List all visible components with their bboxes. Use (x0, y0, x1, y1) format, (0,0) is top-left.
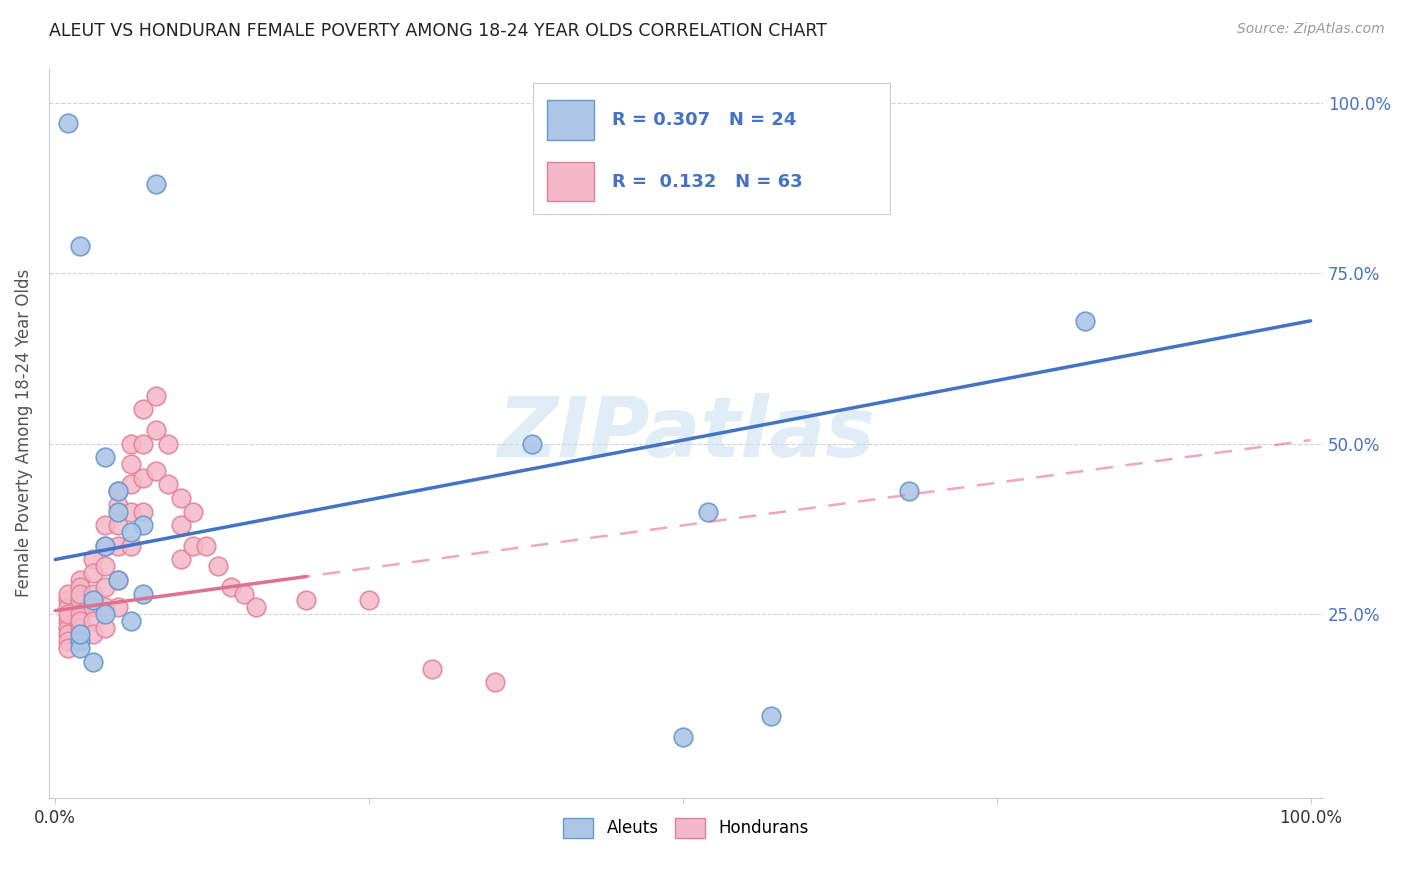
Point (132, 470, 155, 484)
Point (82, 593, 104, 607)
Text: ALEUT VS HONDURAN FEMALE POVERTY AMONG 18-24 YEAR OLDS CORRELATION CHART: ALEUT VS HONDURAN FEMALE POVERTY AMONG 1… (49, 22, 827, 40)
Point (145, 464, 167, 478)
Point (56, 641, 79, 656)
Point (94, 539, 117, 553)
Point (94, 621, 117, 635)
Point (170, 518, 193, 533)
Point (120, 436, 142, 450)
Point (132, 402, 155, 417)
Point (120, 525, 142, 540)
Point (132, 505, 155, 519)
Point (145, 389, 167, 403)
Point (82, 600, 104, 615)
Point (69, 593, 91, 607)
Point (359, 593, 381, 607)
Point (107, 484, 129, 499)
Point (170, 552, 193, 566)
Point (69, 580, 91, 594)
Point (56, 586, 79, 600)
Legend: Aleuts, Hondurans: Aleuts, Hondurans (557, 811, 815, 845)
Point (56, 627, 79, 641)
Point (120, 457, 142, 471)
Point (94, 559, 117, 574)
Point (82, 586, 104, 600)
Point (132, 518, 155, 533)
Point (132, 436, 155, 450)
Point (157, 477, 180, 491)
Point (245, 600, 267, 615)
Point (132, 586, 155, 600)
Point (759, 709, 782, 723)
Point (56, 607, 79, 621)
Point (94, 600, 117, 615)
Point (69, 641, 91, 656)
Point (183, 539, 205, 553)
Point (1073, 314, 1095, 328)
Point (94, 539, 117, 553)
Point (697, 505, 720, 519)
Point (107, 518, 129, 533)
Point (56, 600, 79, 615)
Point (94, 607, 117, 621)
Point (107, 573, 129, 587)
Point (69, 621, 91, 635)
Point (145, 178, 167, 192)
Point (69, 573, 91, 587)
Point (56, 621, 79, 635)
Point (82, 552, 104, 566)
Point (82, 627, 104, 641)
Point (194, 539, 217, 553)
Point (145, 423, 167, 437)
Y-axis label: Female Poverty Among 18-24 Year Olds: Female Poverty Among 18-24 Year Olds (15, 269, 32, 598)
Point (56, 634, 79, 648)
Point (107, 600, 129, 615)
Point (56, 593, 79, 607)
Point (183, 505, 205, 519)
Point (82, 566, 104, 581)
Point (219, 580, 242, 594)
Point (107, 539, 129, 553)
Point (170, 491, 193, 505)
Point (94, 580, 117, 594)
Point (82, 614, 104, 628)
Point (897, 484, 920, 499)
Point (69, 586, 91, 600)
Point (232, 586, 254, 600)
Point (420, 662, 443, 676)
Point (94, 518, 117, 533)
Point (69, 627, 91, 641)
Point (69, 607, 91, 621)
Point (69, 614, 91, 628)
Point (672, 730, 695, 744)
Point (107, 505, 129, 519)
Point (120, 539, 142, 553)
Point (107, 498, 129, 512)
Point (207, 559, 229, 574)
Point (107, 484, 129, 499)
Point (56, 614, 79, 628)
Point (56, 116, 79, 130)
Point (94, 450, 117, 465)
Point (120, 614, 142, 628)
Point (295, 593, 318, 607)
Text: ZIPatlas: ZIPatlas (498, 392, 875, 474)
Point (69, 634, 91, 648)
Point (120, 505, 142, 519)
Point (69, 634, 91, 648)
Point (69, 239, 91, 253)
Point (120, 477, 142, 491)
Point (107, 573, 129, 587)
Point (484, 675, 506, 690)
Point (82, 655, 104, 669)
Text: Source: ZipAtlas.com: Source: ZipAtlas.com (1237, 22, 1385, 37)
Point (157, 436, 180, 450)
Point (522, 436, 544, 450)
